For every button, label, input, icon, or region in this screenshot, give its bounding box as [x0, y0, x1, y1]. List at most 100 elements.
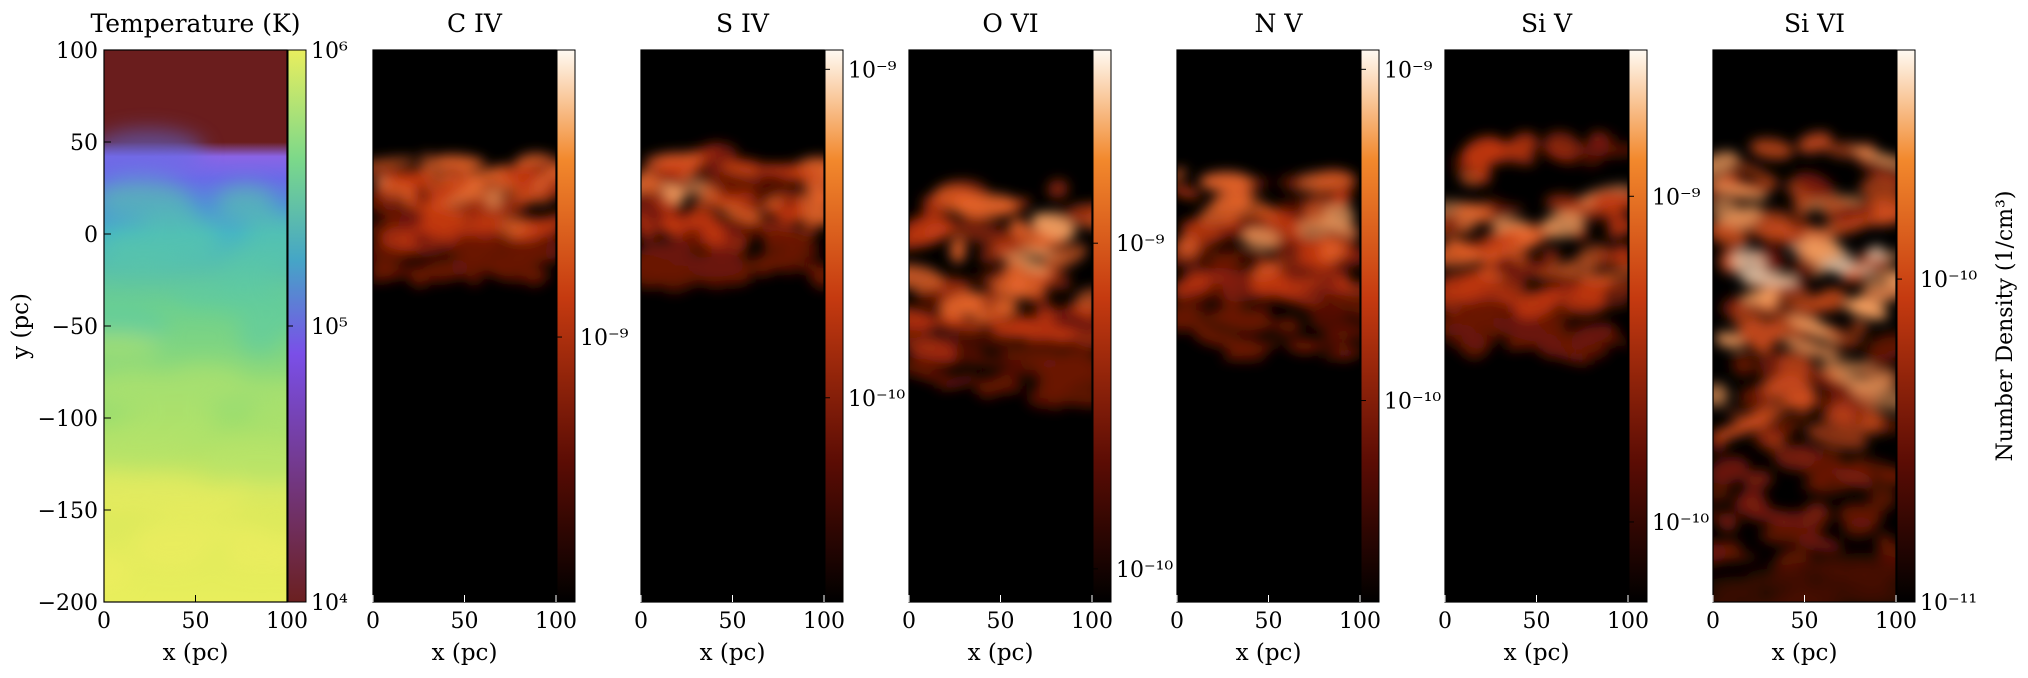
density-wisp — [1833, 468, 1875, 489]
density-wisp — [1806, 556, 1872, 581]
panel-title: C IV — [447, 9, 503, 38]
temperature-patch — [206, 435, 287, 483]
colorbar-frame — [1628, 49, 1648, 603]
density-wisp — [1062, 370, 1092, 392]
colorbar-tick-label: 10⁻¹⁰ — [848, 387, 905, 412]
density-wisp — [1177, 235, 1199, 258]
y-tick-label: −150 — [38, 499, 98, 524]
panel-5: 10⁻⁹ 10⁻¹⁰ Si V 0 50 100 x (pc) — [1438, 9, 1709, 666]
y-axis-label: y (pc) — [8, 293, 34, 360]
density-wisp — [648, 170, 697, 191]
density-wisp — [764, 207, 801, 220]
density-wisp — [1786, 216, 1809, 233]
x-axis-label: x (pc) — [1504, 640, 1570, 666]
density-wisp — [380, 203, 424, 230]
x-tick-label: 100 — [266, 609, 308, 634]
density-wisp — [1823, 327, 1863, 345]
density-wisp — [682, 226, 701, 244]
density-wisp — [916, 364, 952, 384]
density-wisp — [1713, 197, 1738, 224]
density-blob — [909, 179, 1092, 412]
density-wisp — [1876, 468, 1896, 483]
density-wisp — [702, 223, 725, 247]
density-wisp — [1786, 314, 1842, 343]
x-axis-label: x (pc) — [968, 640, 1034, 666]
density-wisp — [1544, 131, 1582, 160]
density-wisp — [1789, 260, 1821, 278]
density-wisp — [931, 320, 989, 331]
density-wisp — [1862, 271, 1896, 299]
density-wisp — [641, 197, 665, 219]
density-wisp — [945, 220, 1010, 246]
density-wisp — [1713, 181, 1769, 201]
density-wisp — [954, 193, 1019, 218]
density-wisp — [1296, 219, 1331, 239]
density-wisp — [1751, 422, 1798, 447]
colorbar — [1361, 50, 1379, 602]
density-wisp — [1206, 309, 1240, 322]
density-wisp — [1777, 351, 1813, 381]
density-blob — [1679, 132, 1896, 659]
density-wisp — [1713, 597, 1730, 602]
density-wisp — [449, 209, 505, 237]
temperature-patch — [131, 521, 211, 569]
density-wisp — [1713, 383, 1729, 408]
panel-0: 10⁴ 10⁵ 10⁶ Temperature (K) 0 50 100 x (pc) 100 5… — [8, 9, 348, 666]
density-wisp — [763, 163, 805, 182]
density-wisp — [1851, 147, 1896, 170]
colorbar-tick-label: 10⁻⁹ — [580, 326, 629, 351]
density-wisp — [1685, 609, 1774, 647]
temperature-patch — [225, 536, 287, 570]
x-tick-label: 0 — [902, 609, 916, 634]
density-wisp — [991, 359, 1040, 384]
panel-6: 10⁻¹⁰ 10⁻¹¹ Si VI 0 50 100 x (pc) Number Densit… — [1679, 9, 2018, 666]
density-wisp — [689, 202, 716, 218]
density-wisp — [1768, 588, 1843, 602]
density-wisp — [1724, 620, 1773, 659]
density-wisp — [1713, 582, 1767, 602]
density-wisp — [805, 185, 824, 204]
density-wisp — [1713, 456, 1750, 485]
density-wisp — [519, 212, 556, 242]
density-wisp — [1329, 248, 1360, 271]
temperature-patch — [104, 227, 183, 269]
density-wisp — [1582, 298, 1628, 308]
density-wisp — [1279, 175, 1304, 190]
density-wisp — [1240, 228, 1283, 251]
density-wisp — [1320, 237, 1345, 263]
x-tick-label: 0 — [1170, 609, 1184, 634]
density-wisp — [1493, 257, 1556, 286]
density-wisp — [1679, 626, 1767, 649]
colorbar — [825, 50, 843, 602]
density-wisp — [1749, 138, 1794, 160]
density-wisp — [1489, 310, 1550, 343]
density-wisp — [1795, 534, 1843, 553]
density-wisp — [1247, 304, 1272, 322]
x-tick-label: 100 — [1071, 609, 1113, 634]
y-tick-label: 100 — [56, 39, 98, 64]
x-tick-label: 50 — [1791, 609, 1819, 634]
temperature-patch — [104, 428, 188, 465]
y-tick-label: −100 — [38, 407, 98, 432]
density-wisp — [641, 255, 686, 288]
density-wisp — [786, 186, 811, 198]
density-wisp — [720, 160, 769, 172]
density-wisp — [1793, 444, 1825, 462]
density-wisp — [1868, 485, 1896, 512]
temperature-patch — [246, 405, 287, 427]
density-wisp — [1731, 309, 1762, 330]
panel-1: 10⁻⁹ C IV 0 50 100 x (pc) — [366, 9, 629, 666]
colorbar-tick-label: 10⁻¹⁰ — [1384, 390, 1441, 415]
x-tick-label: 50 — [451, 609, 479, 634]
density-wisp — [428, 184, 491, 208]
density-wisp — [1713, 483, 1732, 503]
density-wisp — [1782, 338, 1840, 359]
density-wisp — [1233, 216, 1269, 229]
density-wisp — [1580, 144, 1605, 168]
density-wisp — [373, 165, 395, 183]
colorbar-tick-label: 10⁻¹⁰ — [1116, 558, 1173, 583]
density-wisp — [1727, 158, 1780, 184]
density-wisp — [373, 259, 404, 280]
x-tick-label: 50 — [1523, 609, 1551, 634]
density-wisp — [1322, 288, 1360, 321]
